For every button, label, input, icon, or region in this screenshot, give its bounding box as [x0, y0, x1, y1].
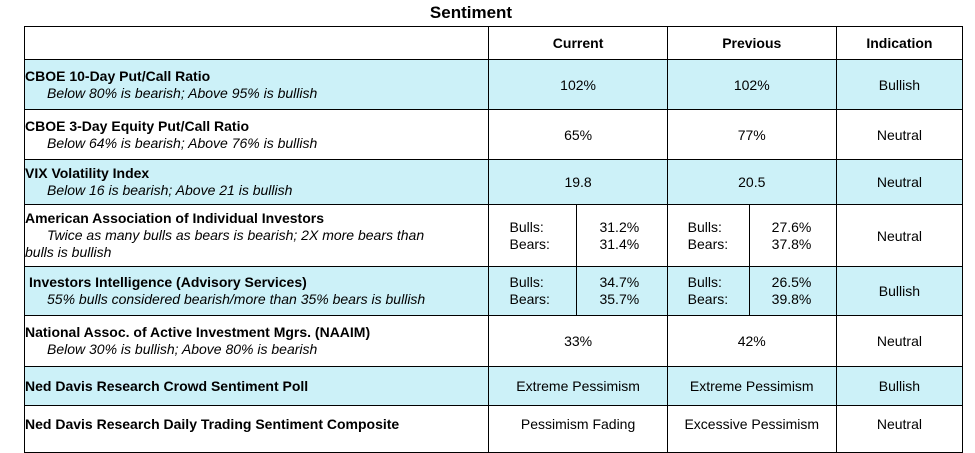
previous-bears-value: 37.8%: [771, 235, 812, 252]
table-row: CBOE 10-Day Put/Call Ratio Below 80% is …: [23, 59, 964, 110]
bears-label: Bears:: [509, 235, 550, 252]
indicator-cell: CBOE 10-Day Put/Call Ratio Below 80% is …: [23, 59, 490, 110]
previous-value: 42%: [666, 315, 837, 367]
indicator-cell: Ned Davis Research Daily Trading Sentime…: [23, 405, 490, 453]
previous-value: 102%: [666, 59, 837, 110]
indication-value: Neutral: [835, 315, 964, 367]
indicator-name: CBOE 3-Day Equity Put/Call Ratio: [25, 117, 250, 134]
indicator-name: Ned Davis Research Daily Trading Sentime…: [25, 416, 400, 432]
indication-value: Neutral: [835, 204, 964, 267]
indicator-name: Ned Davis Research Crowd Sentiment Poll: [25, 377, 309, 394]
bulls-label: Bulls:: [509, 274, 544, 290]
previous-value: 20.5: [666, 159, 837, 205]
indicator-note: Below 30% is bullish; Above 80% is beari…: [47, 341, 318, 357]
indicator-note: Below 16 is bearish; Above 21 is bullish: [47, 182, 293, 198]
indicator-name: American Association of Individual Inves…: [25, 210, 324, 226]
indicator-cell: American Association of Individual Inves…: [23, 204, 490, 267]
bears-label: Bears:: [687, 235, 729, 252]
header-row: Current Previous Indication: [23, 26, 964, 60]
indicator-note: Below 64% is bearish; Above 76% is bulli…: [47, 134, 318, 151]
current-value: 33%: [488, 315, 668, 367]
bulls-label: Bulls:: [687, 218, 722, 235]
indicator-name: Investors Intelligence (Advisory Service…: [29, 274, 307, 290]
indicator-note-line1: Twice as many bulls as bears is bearish;…: [47, 227, 425, 243]
indicator-name: CBOE 10-Day Put/Call Ratio: [25, 67, 211, 84]
table-row: National Assoc. of Active Investment Mgr…: [23, 315, 964, 367]
indicator-cell: VIX Volatility Index Below 16 is bearish…: [23, 159, 490, 205]
previous-bears-value: 39.8%: [771, 291, 812, 307]
current-bulls-bears: Bulls: Bears: 34.7% 35.7%: [488, 266, 668, 316]
indication-value: Neutral: [835, 109, 964, 160]
bulls-label: Bulls:: [509, 218, 544, 235]
indicator-note-line2: bulls is bullish: [25, 244, 112, 260]
indicator-cell: CBOE 3-Day Equity Put/Call Ratio Below 6…: [23, 109, 490, 160]
indicator-note: 55% bulls considered bearish/more than 3…: [47, 291, 426, 307]
current-value: 65%: [488, 109, 668, 160]
table-row: American Association of Individual Inves…: [23, 204, 964, 267]
current-bears-value: 31.4%: [599, 235, 640, 252]
indicator-name: National Assoc. of Active Investment Mgr…: [25, 324, 371, 340]
table-row: Investors Intelligence (Advisory Service…: [23, 266, 964, 316]
indication-value: Bullish: [835, 59, 964, 110]
bears-label: Bears:: [509, 291, 550, 307]
table-row: VIX Volatility Index Below 16 is bearish…: [23, 159, 964, 205]
sentiment-table: Current Previous Indication CBOE 10-Day …: [23, 26, 964, 453]
indication-value: Bullish: [835, 266, 964, 316]
table-row: CBOE 3-Day Equity Put/Call Ratio Below 6…: [23, 109, 964, 160]
indicator-cell: Ned Davis Research Crowd Sentiment Poll: [23, 366, 490, 406]
current-bulls-value: 34.7%: [599, 274, 640, 290]
current-value: 19.8: [488, 159, 668, 205]
current-value: Pessimism Fading: [488, 405, 668, 453]
current-value: 102%: [488, 59, 668, 110]
table-row: Ned Davis Research Crowd Sentiment Poll …: [23, 366, 964, 406]
header-previous: Previous: [666, 26, 837, 60]
previous-bulls-bears: Bulls: Bears: 27.6% 37.8%: [666, 204, 837, 267]
table-title: Sentiment: [429, 3, 513, 22]
header-indicator: [23, 26, 490, 60]
previous-bulls-bears: Bulls: Bears: 26.5% 39.8%: [666, 266, 837, 316]
indicator-cell: Investors Intelligence (Advisory Service…: [23, 266, 490, 316]
current-bulls-bears: Bulls: Bears: 31.2% 31.4%: [488, 204, 668, 267]
previous-bulls-value: 26.5%: [771, 274, 812, 290]
indication-value: Neutral: [835, 159, 964, 205]
indicator-cell: National Assoc. of Active Investment Mgr…: [23, 315, 490, 367]
current-value: Extreme Pessimism: [488, 366, 668, 406]
previous-bulls-value: 27.6%: [771, 218, 812, 235]
header-current: Current: [488, 26, 668, 60]
table-row: Ned Davis Research Daily Trading Sentime…: [23, 405, 964, 453]
current-bulls-value: 31.2%: [599, 218, 640, 235]
header-indication: Indication: [835, 26, 964, 60]
previous-value: 77%: [666, 109, 837, 160]
indication-value: Bullish: [835, 366, 964, 406]
bears-label: Bears:: [687, 291, 729, 307]
indicator-note: Below 80% is bearish; Above 95% is bulli…: [47, 84, 318, 101]
current-bears-value: 35.7%: [599, 291, 640, 307]
previous-value: Extreme Pessimism: [666, 366, 837, 406]
bulls-label: Bulls:: [687, 274, 722, 290]
indication-value: Neutral: [835, 405, 964, 453]
previous-value: Excessive Pessimism: [666, 405, 837, 453]
indicator-name: VIX Volatility Index: [25, 165, 150, 181]
